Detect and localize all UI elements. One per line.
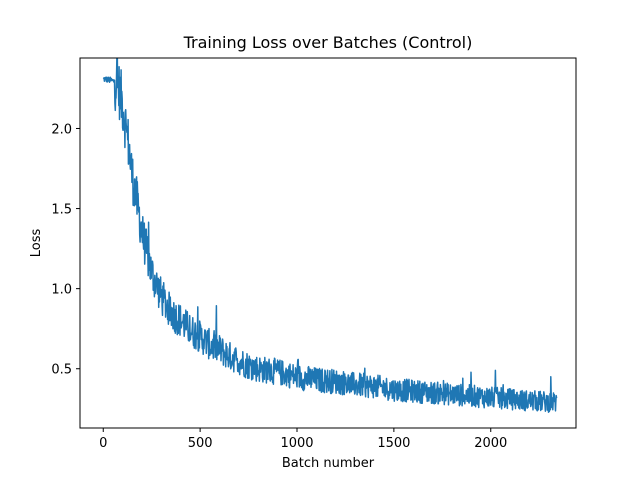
x-tick-label: 1000 [280,436,313,451]
y-tick-label: 1.5 [51,203,72,218]
x-axis: 0 500 1000 1500 2000 [99,428,507,451]
x-tick-label: 500 [188,436,213,451]
x-tick-label: 1500 [377,436,410,451]
plot-area [102,58,558,413]
x-tick-label: 0 [99,436,107,451]
chart-title: Training Loss over Batches (Control) [183,33,473,52]
y-tick-label: 0.5 [51,363,72,378]
x-tick-label: 2000 [474,436,507,451]
series-line-0 [102,58,558,413]
y-tick-label: 2.0 [51,122,72,137]
y-axis: 0.5 1.0 1.5 2.0 [51,122,80,378]
y-axis-label: Loss [29,229,44,258]
plot-frame [79,57,577,429]
x-axis-label: Batch number [282,456,375,471]
y-tick-label: 1.0 [51,283,72,298]
